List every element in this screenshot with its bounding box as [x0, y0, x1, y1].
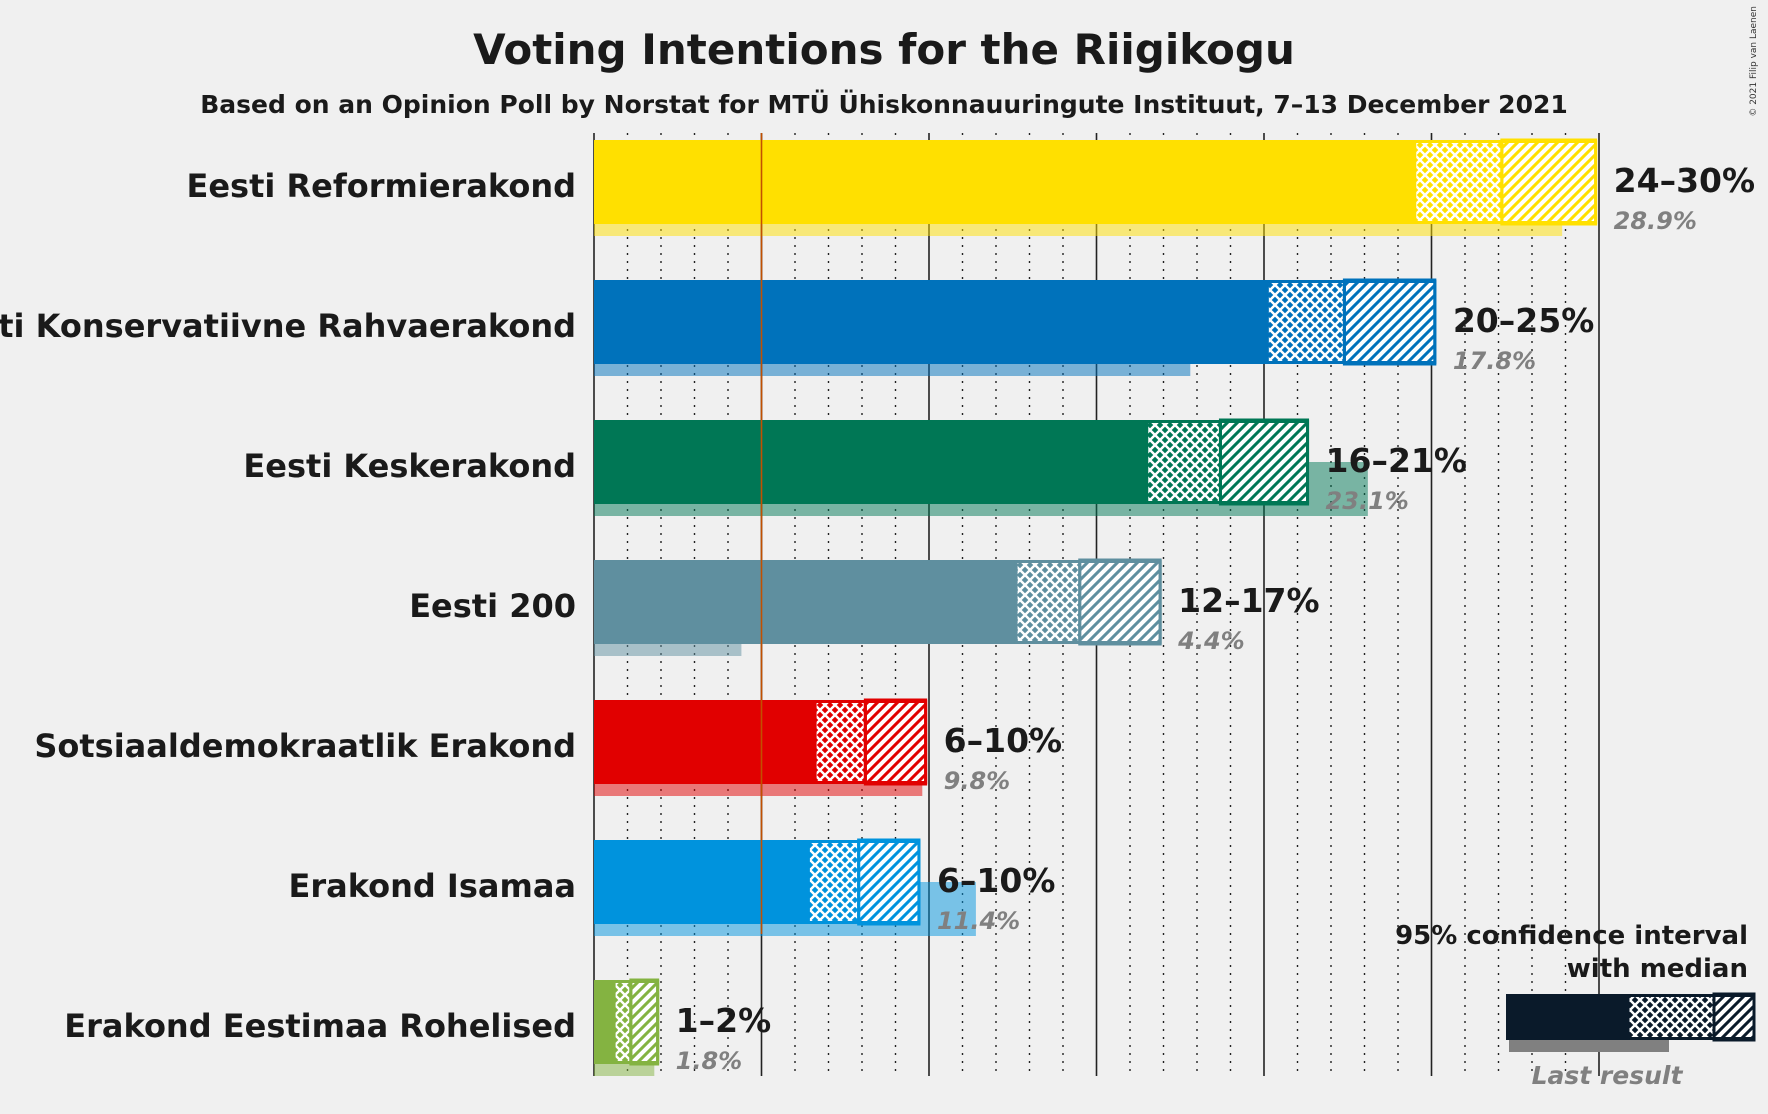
party-label: Eesti 200: [409, 587, 576, 625]
ci-outline: [1014, 560, 1162, 644]
ci-lower-half: [1414, 140, 1502, 224]
ci-outline: [612, 980, 660, 1064]
party-bar-group: [594, 278, 1437, 376]
ci-range-label: 12–17%: [1178, 581, 1319, 620]
ci-low-bar: [594, 840, 809, 924]
party-bar-group: [594, 978, 660, 1076]
last-result-label: 11.4%: [937, 907, 1020, 935]
ci-upper-half: [1342, 278, 1437, 366]
ci-range-label: 24–30%: [1614, 161, 1755, 200]
ci-outline: [806, 840, 921, 924]
ci-low-bar: [594, 420, 1147, 504]
ci-lower-half: [815, 700, 866, 784]
ci-upper-half: [857, 838, 921, 926]
party-label: Eesti Reformierakond: [186, 167, 576, 205]
copyright-text: © 2021 Filip van Laenen: [1749, 6, 1759, 117]
ci-low-bar: [594, 140, 1415, 224]
ci-upper-half: [863, 698, 928, 786]
ci-outline: [813, 700, 928, 784]
party-label: Sotsiaaldemokraatlik Erakond: [34, 727, 576, 765]
ci-lower-half: [1146, 420, 1221, 504]
legend-title-line2: with median: [1567, 954, 1748, 984]
last-result-label: 1.8%: [676, 1047, 743, 1075]
ci-range-label: 16–21%: [1326, 441, 1467, 480]
ci-low-bar: [594, 980, 615, 1064]
legend-cross-bar: [1628, 994, 1714, 1040]
last-result-label: 4.4%: [1177, 627, 1245, 655]
chart-subtitle: Based on an Opinion Poll by Norstat for …: [200, 89, 1568, 119]
ci-outline: [1265, 280, 1437, 364]
ci-low-bar: [594, 280, 1268, 364]
legend-ci-outline: [1626, 994, 1756, 1040]
bars: [594, 138, 1598, 1076]
party-bar-group: [594, 138, 1598, 236]
last-result-label: 23.1%: [1326, 487, 1409, 515]
party-bar-group: [594, 418, 1368, 516]
legend-last-result-label: Last result: [1532, 1061, 1684, 1090]
ci-range-label: 6–10%: [944, 721, 1062, 760]
party-label: Eesti Keskerakond: [243, 447, 576, 485]
ci-upper-half: [1218, 418, 1310, 506]
ci-outline: [1145, 420, 1310, 504]
ci-lower-half: [1016, 560, 1080, 644]
last-result-label: 17.8%: [1453, 347, 1536, 375]
ci-lower-half: [1267, 280, 1345, 364]
ci-upper-half: [1500, 138, 1598, 226]
ci-range-label: 1–2%: [676, 1001, 772, 1040]
ci-lower-half: [614, 980, 631, 1064]
labels: Eesti Reformierakond 24–30% 28.9% Eesti Kon…: [0, 161, 1755, 1075]
party-bar-group: [594, 698, 928, 796]
ci-range-label: 20–25%: [1453, 301, 1594, 340]
party-label: Eesti Konservatiivne Rahvaerakond: [0, 307, 576, 345]
party-bar-group: [594, 558, 1162, 656]
ci-outline: [1413, 140, 1598, 224]
legend-title-line1: 95% confidence interval: [1395, 921, 1748, 951]
party-label: Erakond Isamaa: [288, 867, 576, 905]
legend-solid-bar: [1506, 994, 1628, 1040]
party-label: Erakond Eestimaa Rohelised: [64, 1007, 576, 1045]
ci-upper-half: [1078, 558, 1162, 646]
legend: 95% confidence interval with median Last…: [1395, 921, 1756, 1090]
ci-low-bar: [594, 560, 1017, 644]
ci-range-label: 6–10%: [937, 861, 1055, 900]
last-result-label: 28.9%: [1614, 207, 1697, 235]
ci-lower-half: [808, 840, 859, 924]
party-bar-group: [594, 838, 976, 936]
ci-low-bar: [594, 700, 816, 784]
chart-title: Voting Intentions for the Riigikogu: [473, 25, 1295, 74]
legend-hatch-bar: [1712, 992, 1756, 1042]
last-result-label: 9.8%: [944, 767, 1011, 795]
ci-upper-half: [629, 978, 660, 1066]
